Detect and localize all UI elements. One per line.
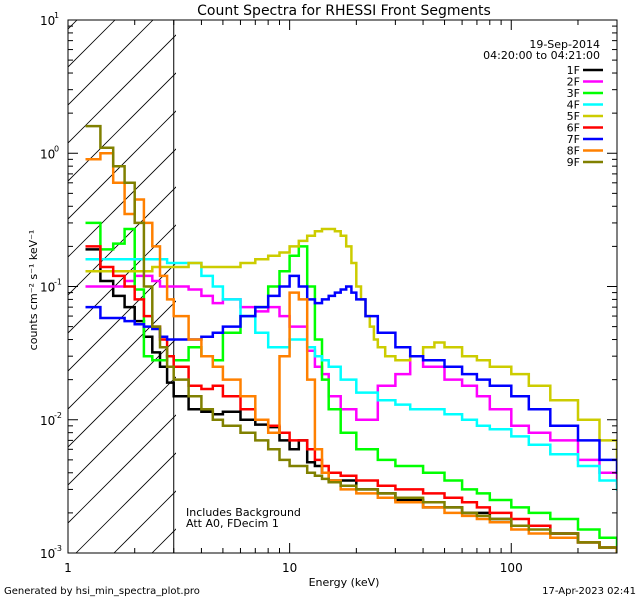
hatch-line [0, 20, 1, 553]
hatch-line [113, 490, 176, 553]
legend-label-7f: 7F [567, 133, 580, 146]
hatch-line [342, 20, 640, 553]
y-tick-label: 10 [40, 14, 55, 28]
series-layer [85, 124, 617, 553]
hatch-line [68, 376, 176, 486]
legend-label-2f: 2F [567, 76, 580, 89]
note-attenuator: Att A0, FDecim 1 [186, 517, 279, 530]
legend-label-8f: 8F [567, 145, 580, 158]
y-axis-label: counts cm⁻² s⁻¹ keV⁻¹ [27, 230, 40, 351]
y-tick-label: 10 [40, 547, 55, 561]
series-line-3f [85, 221, 617, 549]
x-axis-label: Energy (keV) [309, 576, 380, 589]
chart-title: Count Spectra for RHESSI Front Segments [197, 3, 491, 19]
x-tick-label: 100 [500, 561, 523, 575]
time-range-label: 04:20:00 to 04:21:00 [483, 49, 600, 62]
legend-label-4f: 4F [567, 99, 580, 112]
hatch-line [68, 34, 176, 144]
y-tick-exponent: -2 [54, 411, 62, 420]
legend-label-3f: 3F [567, 87, 580, 100]
y-tick-label: 10 [40, 147, 55, 161]
y-tick-exponent: 1 [54, 11, 59, 20]
legend-label-6f: 6F [567, 122, 580, 135]
legend-label-5f: 5F [567, 110, 580, 123]
x-tick-label: 1 [64, 561, 72, 575]
hatch-line [68, 414, 176, 524]
y-tick-exponent: -3 [54, 544, 62, 553]
timestamp-label: 17-Apr-2023 02:41 [542, 586, 636, 597]
hatch-line [68, 72, 176, 182]
legend-label-9f: 9F [567, 156, 580, 169]
y-tick-label: 10 [40, 281, 55, 295]
series-line-5f [85, 227, 617, 462]
series-line-9f [85, 124, 617, 553]
series-line-8f [85, 152, 617, 553]
x-tick-label: 10 [282, 561, 297, 575]
series-line-7f [85, 274, 617, 475]
note-background: Includes Background [186, 506, 301, 519]
date-label: 19-Sep-2014 [529, 38, 600, 51]
hatch-line [75, 452, 176, 553]
y-tick-exponent: 0 [54, 144, 59, 153]
legend-label-1f: 1F [567, 64, 580, 77]
hatch-line [304, 20, 640, 553]
generated-by-label: Generated by hsi_min_spectra_plot.pro [4, 586, 200, 597]
y-tick-label: 10 [40, 414, 55, 428]
y-tick-exponent: -1 [54, 278, 62, 287]
